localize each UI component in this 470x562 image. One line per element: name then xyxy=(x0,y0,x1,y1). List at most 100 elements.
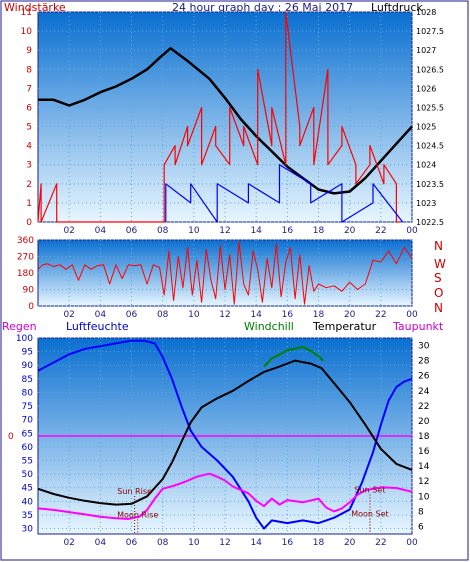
luftfeuchte-label: Luftfeuchte xyxy=(66,320,129,333)
direction-y-tick-label: 0 xyxy=(28,302,34,312)
direction-y-tick-label: 360 xyxy=(17,236,34,246)
temperature-y-tick-label: 20 xyxy=(418,417,430,427)
temperature-y-tick-label: 28 xyxy=(418,357,430,367)
wind-y-tick-label: 4 xyxy=(26,142,32,152)
direction-letter-o: O xyxy=(434,286,443,300)
humidity-y-tick-label: 35 xyxy=(22,511,33,521)
rain-marker-label: 0 xyxy=(8,432,14,442)
top-panel-x-tick-label: 08 xyxy=(157,226,169,236)
pressure-y-tick-label: 1025 xyxy=(416,123,436,132)
wind-speed-line xyxy=(37,11,400,223)
sun-set-annotation: Sun Set xyxy=(354,486,385,495)
graph-title: 24 hour graph day : 26 Mai 2017 xyxy=(172,1,353,14)
gust-line xyxy=(165,164,404,223)
humidity-y-tick-label: 90 xyxy=(22,361,34,371)
temperature-line xyxy=(37,359,413,506)
mid-panel-x-tick-label: 16 xyxy=(282,310,294,320)
pressure-y-tick-label: 1023 xyxy=(416,199,436,208)
mid-panel-x-tick-label: 20 xyxy=(344,310,356,320)
temperature-y-tick-label: 16 xyxy=(418,447,430,457)
bottom-panel-x-tick-label: 16 xyxy=(282,538,294,548)
pressure-y-tick-label: 1025.5 xyxy=(416,103,444,112)
top-panel-x-tick-label: 18 xyxy=(313,226,325,236)
wind-y-tick-label: 11 xyxy=(21,8,32,18)
wind-direction-line xyxy=(37,241,413,305)
top-panel-x-tick-label: 20 xyxy=(344,226,356,236)
humidity-y-tick-label: 30 xyxy=(22,525,34,535)
humidity-y-tick-label: 60 xyxy=(22,443,34,453)
direction-y-tick-label: 180 xyxy=(17,269,34,279)
humidity-y-tick-label: 100 xyxy=(16,334,33,344)
pressure-y-tick-label: 1028 xyxy=(416,8,436,17)
pressure-y-tick-label: 1024.5 xyxy=(416,142,444,151)
humidity-y-tick-label: 55 xyxy=(22,457,33,467)
pressure-y-tick-label: 1024 xyxy=(416,161,436,170)
mid-panel-x-tick-label: 12 xyxy=(219,310,230,320)
temperature-y-tick-label: 22 xyxy=(418,402,429,412)
top-panel-x-tick-label: 16 xyxy=(282,226,294,236)
humidity-y-tick-label: 95 xyxy=(22,348,33,358)
bottom-panel-x-tick-label: 12 xyxy=(219,538,230,548)
mid-panel-x-tick-label: 02 xyxy=(63,310,74,320)
humidity-y-tick-label: 85 xyxy=(22,375,33,385)
taupunkt-label: Taupunkt xyxy=(392,320,444,333)
pressure-y-tick-label: 1026.5 xyxy=(416,65,444,74)
direction-letter-n2: N xyxy=(434,301,443,315)
windstaerke-label: Windstärke xyxy=(4,1,66,14)
windchill-line xyxy=(263,346,324,368)
direction-y-tick-label: 90 xyxy=(23,286,35,296)
pressure-y-tick-label: 1027.5 xyxy=(416,27,444,36)
wind-y-tick-label: 5 xyxy=(26,123,32,133)
wind-y-tick-label: 7 xyxy=(26,84,32,94)
windchill-label: Windchill xyxy=(244,320,294,333)
humidity-y-tick-label: 80 xyxy=(22,388,34,398)
top-panel-x-tick-label: 02 xyxy=(63,226,74,236)
bottom-panel-x-tick-label: 20 xyxy=(344,538,356,548)
humidity-y-tick-label: 45 xyxy=(22,484,33,494)
direction-letters: N W S O N xyxy=(434,239,446,315)
wind-y-tick-label: 0 xyxy=(26,218,32,228)
mid-panel-x-tick-label: 08 xyxy=(157,310,169,320)
top-panel-x-tick-label: 10 xyxy=(188,226,200,236)
wind-y-tick-label: 6 xyxy=(26,103,32,113)
mid-panel-x-tick-label: 00 xyxy=(406,310,418,320)
regen-label: Regen xyxy=(2,320,37,333)
pressure-y-tick-label: 1022.5 xyxy=(416,218,444,227)
bottom-panel-x-tick-label: 08 xyxy=(157,538,169,548)
temperature-y-tick-label: 8 xyxy=(418,507,424,517)
top-panel-x-tick-label: 14 xyxy=(250,226,262,236)
bottom-panel-x-tick-label: 02 xyxy=(63,538,74,548)
humidity-y-tick-label: 50 xyxy=(22,470,34,480)
mid-panel-x-tick-label: 04 xyxy=(95,310,107,320)
direction-letter-w: W xyxy=(434,257,446,271)
luftdruck-label: Luftdruck xyxy=(371,1,423,14)
humidity-line xyxy=(37,339,413,530)
bottom-panel-x-tick-label: 06 xyxy=(126,538,138,548)
temperature-y-tick-label: 30 xyxy=(418,342,430,352)
top-panel-x-tick-label: 00 xyxy=(406,226,418,236)
bottom-panel-x-tick-label: 04 xyxy=(95,538,107,548)
bottom-panel-x-tick-label: 00 xyxy=(406,538,418,548)
mid-panel-x-tick-label: 22 xyxy=(375,310,386,320)
direction-y-tick-label: 270 xyxy=(17,253,34,263)
dewpoint-line xyxy=(37,472,413,520)
bottom-panel-x-tick-label: 14 xyxy=(250,538,262,548)
top-panel-x-tick-label: 06 xyxy=(126,226,138,236)
mid-panel-x-tick-label: 14 xyxy=(250,310,262,320)
temperature-y-tick-label: 18 xyxy=(418,432,430,442)
bottom-panel-x-tick-label: 18 xyxy=(313,538,325,548)
mid-panel-x-tick-label: 06 xyxy=(126,310,138,320)
direction-letter-n: N xyxy=(434,239,443,253)
sun-rise-annotation: Sun Rise xyxy=(117,487,152,496)
mid-panel-x-tick-label: 10 xyxy=(188,310,200,320)
temperature-humidity-panel: 02 04 06 08 10 12 14 16 18 20 22 003035404550556065… xyxy=(8,334,430,548)
temperature-y-tick-label: 10 xyxy=(418,492,430,502)
temperature-y-tick-label: 12 xyxy=(418,477,429,487)
temperatur-label: Temperatur xyxy=(312,320,377,333)
mid-panel-x-tick-label: 18 xyxy=(313,310,325,320)
bottom-panel-x-tick-label: 10 xyxy=(188,538,200,548)
wind-y-tick-label: 8 xyxy=(26,65,32,75)
temperature-y-tick-label: 6 xyxy=(418,522,424,532)
